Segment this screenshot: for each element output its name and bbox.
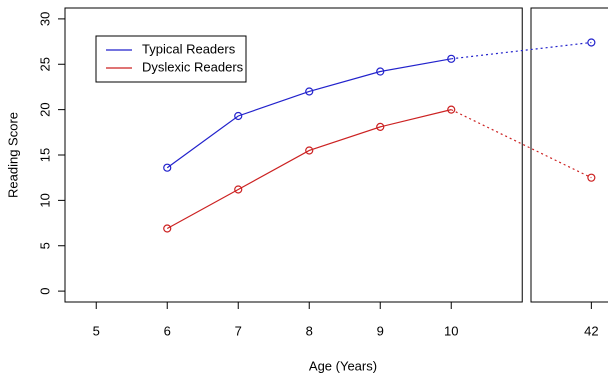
x-tick-label: 8 bbox=[306, 323, 313, 338]
legend-label: Typical Readers bbox=[142, 41, 236, 56]
legend-box bbox=[95, 35, 247, 83]
y-tick-label: 20 bbox=[37, 102, 52, 116]
y-tick-label: 25 bbox=[37, 57, 52, 71]
point bbox=[447, 54, 456, 63]
x-tick-label: 5 bbox=[93, 323, 100, 338]
x-tick-label: 42 bbox=[584, 323, 598, 338]
x-tick-label: 6 bbox=[164, 323, 171, 338]
series-line-dotted bbox=[450, 109, 592, 179]
y-tick-label: 0 bbox=[37, 287, 52, 294]
point bbox=[305, 87, 314, 96]
point bbox=[234, 111, 243, 121]
point bbox=[305, 146, 314, 155]
point bbox=[587, 38, 596, 47]
x-tick-label: 9 bbox=[377, 323, 384, 338]
y-axis-label: Reading Score bbox=[5, 112, 20, 198]
series-line-dotted bbox=[451, 41, 592, 60]
plot-frame bbox=[530, 7, 608, 303]
y-tick-label: 30 bbox=[37, 12, 52, 26]
legend-label: Dyslexic Readers bbox=[142, 59, 244, 74]
series-line bbox=[166, 58, 452, 169]
x-tick-label: 10 bbox=[444, 323, 458, 338]
point bbox=[234, 185, 243, 194]
y-tick-label: 15 bbox=[37, 148, 52, 162]
point bbox=[376, 67, 385, 76]
point bbox=[163, 224, 172, 233]
x-axis-label: Age (Years) bbox=[309, 358, 377, 373]
y-tick-label: 5 bbox=[37, 242, 52, 249]
point bbox=[447, 105, 456, 114]
y-tick-label: 10 bbox=[37, 193, 52, 207]
point bbox=[163, 163, 172, 172]
x-tick-label: 7 bbox=[235, 323, 242, 338]
point bbox=[587, 173, 596, 182]
series-line bbox=[166, 109, 452, 230]
point bbox=[376, 122, 385, 131]
